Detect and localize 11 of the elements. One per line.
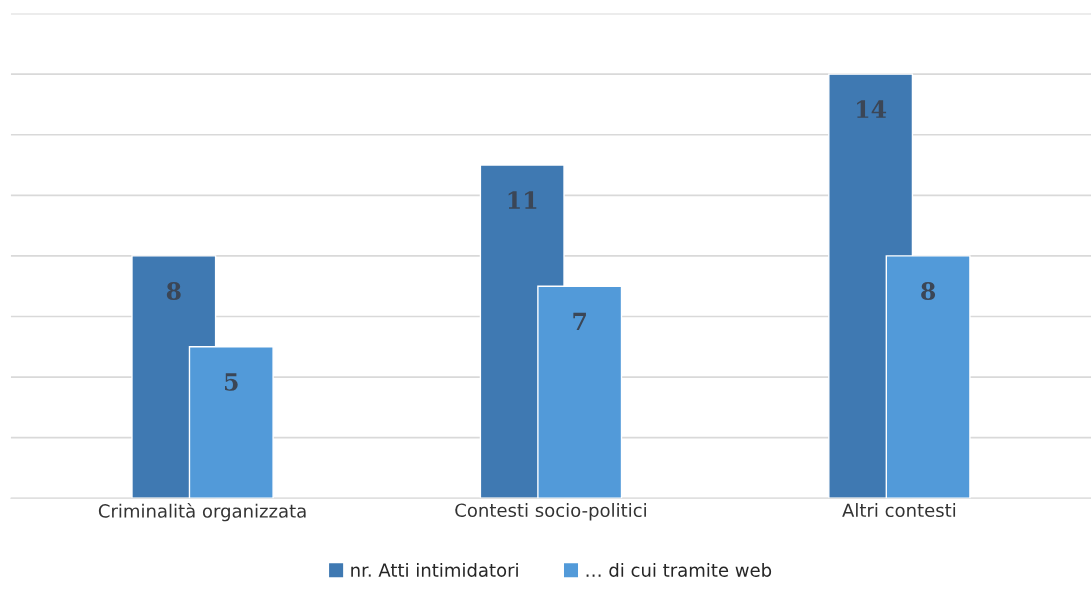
legend-label: nr. Atti intimidatori xyxy=(351,562,518,577)
data-label: 8 xyxy=(166,282,181,300)
x-tick-label: Criminalità organizzata xyxy=(98,503,306,522)
data-label: 11 xyxy=(508,191,537,209)
data-label: 14 xyxy=(857,100,887,118)
data-label: 5 xyxy=(225,373,238,391)
data-label: 8 xyxy=(921,282,936,300)
data-label: 7 xyxy=(573,312,586,330)
x-tick-label: Altri contesti xyxy=(842,503,956,518)
legend-label: … di cui tramite web xyxy=(586,562,772,577)
x-tick-label: Contesti socio-politici xyxy=(455,503,646,521)
